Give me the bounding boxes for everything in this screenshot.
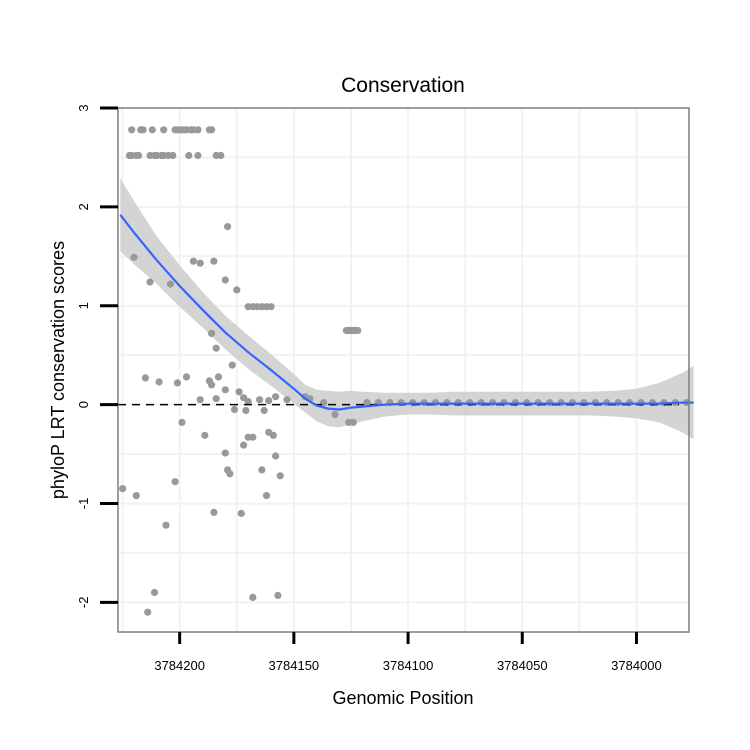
y-tick-label: 0 (76, 401, 91, 408)
y-tick-label: 2 (76, 203, 91, 210)
data-point (256, 396, 264, 404)
data-point (194, 126, 202, 134)
data-point (233, 286, 241, 294)
data-point (141, 374, 149, 382)
y-tick-label: 3 (76, 104, 91, 111)
data-point (148, 126, 156, 134)
data-point (130, 253, 138, 261)
data-point (237, 509, 245, 517)
data-point (169, 151, 177, 160)
data-point (249, 593, 257, 602)
data-point (150, 588, 159, 597)
data-point (144, 608, 152, 616)
data-point (354, 326, 362, 335)
x-tick-label: 3784200 (154, 658, 205, 673)
data-point (283, 396, 291, 404)
data-point (139, 126, 147, 134)
data-point (212, 344, 220, 352)
data-point (349, 418, 357, 426)
x-tick-label: 3784150 (269, 658, 320, 673)
data-point (210, 257, 218, 265)
chart-title: Conservation (341, 74, 465, 97)
data-point (185, 151, 193, 160)
panel-border (117, 107, 690, 633)
data-point (178, 418, 186, 426)
data-point (162, 521, 170, 529)
data-point (224, 223, 232, 231)
x-tick-label: 3784000 (611, 658, 662, 673)
grid (118, 108, 689, 632)
data-point (228, 361, 236, 369)
smooth-line-group (119, 214, 694, 411)
data-point (214, 373, 223, 381)
y-tick-label: -2 (76, 597, 91, 609)
data-point (208, 381, 216, 389)
data-point (132, 492, 140, 500)
data-point (194, 151, 202, 160)
data-point (265, 397, 273, 405)
data-point (146, 278, 154, 286)
data-point (217, 151, 225, 160)
smooth-line (119, 214, 694, 411)
data-point (274, 591, 282, 600)
data-point (208, 329, 216, 337)
data-point (160, 126, 168, 134)
data-point (221, 386, 229, 394)
data-point (221, 449, 229, 457)
data-point (249, 433, 257, 441)
data-point (155, 378, 163, 386)
data-point (363, 399, 371, 407)
data-point (262, 492, 271, 500)
data-point (221, 276, 229, 284)
confidence-band-area (120, 178, 694, 440)
y-tick-label: -1 (76, 498, 91, 510)
data-point (269, 431, 277, 439)
data-point (208, 126, 216, 134)
data-point (267, 303, 275, 311)
x-tick-label: 3784050 (497, 658, 548, 673)
confidence-band (120, 178, 694, 440)
data-point (272, 452, 280, 460)
data-point (240, 441, 248, 449)
data-point (128, 126, 136, 134)
data-point (135, 151, 143, 160)
data-point (331, 410, 339, 419)
y-axis-label: phyloP LRT conservation scores (48, 241, 68, 499)
data-point (242, 406, 250, 415)
data-point (210, 508, 218, 516)
data-point (201, 431, 209, 439)
data-point (196, 259, 204, 267)
data-point (173, 379, 181, 387)
x-tick-label: 3784100 (383, 658, 434, 673)
data-point (258, 466, 266, 474)
y-axis-ticks: -2 -1 0 1 2 3 (76, 104, 118, 608)
data-point (272, 393, 280, 401)
x-axis-label: Genomic Position (332, 688, 473, 708)
data-point (189, 257, 197, 265)
data-point (260, 406, 268, 415)
data-point (171, 478, 179, 486)
data-point (166, 280, 175, 288)
data-point (276, 472, 284, 480)
data-point (244, 398, 252, 406)
data-point (119, 485, 127, 493)
data-points (119, 126, 691, 616)
y-tick-label: 1 (76, 302, 91, 309)
data-point (235, 388, 243, 396)
data-point (226, 470, 234, 478)
data-point (182, 373, 191, 381)
data-point (196, 396, 204, 404)
x-axis-ticks: 3784200 3784150 3784100 3784050 3784000 (154, 632, 662, 673)
data-point (230, 405, 239, 414)
data-point (212, 395, 220, 403)
